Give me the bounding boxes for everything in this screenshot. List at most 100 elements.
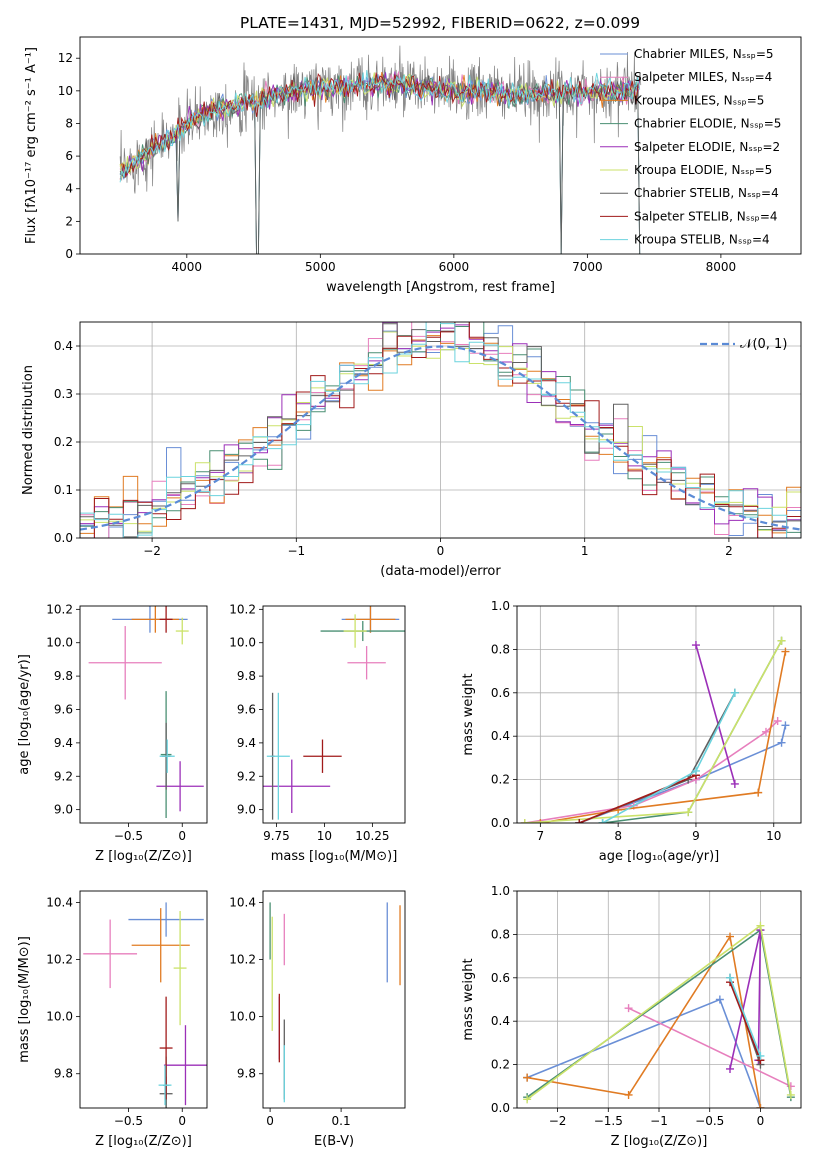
- plot-area: [520, 636, 790, 823]
- weight-point-marker: [691, 766, 700, 775]
- y-tick-label: 1.0: [491, 884, 510, 898]
- weight-point-marker: [536, 819, 545, 823]
- y-tick-label: 2: [65, 214, 73, 228]
- y-tick-label: 0.2: [491, 1058, 510, 1072]
- y-tick-label: 10.4: [46, 895, 73, 909]
- x-tick-label: 2: [725, 544, 733, 558]
- weight-point-marker: [624, 1004, 633, 1013]
- y-tick-label: 0.1: [54, 483, 73, 497]
- x-tick-label: 9.75: [263, 829, 290, 843]
- legend-entry: Chabrier ELODIE, Nₛₛₚ=5: [634, 117, 781, 131]
- x-tick-label: −0.5: [114, 1114, 143, 1128]
- y-tick-label: 10.2: [229, 602, 256, 616]
- y-tick-label: 1.0: [491, 599, 510, 613]
- x-tick-label: 0: [266, 1114, 274, 1128]
- residual-histogram: [80, 322, 801, 538]
- plot-area: [269, 902, 401, 1103]
- x-axis-label: Z [log₁₀(Z/Z⊙)]: [611, 1134, 708, 1149]
- plot-area: [80, 322, 801, 538]
- weight-point-marker: [730, 779, 739, 788]
- y-tick-label: 0.4: [491, 1014, 510, 1028]
- panel-residuals: −2 −1 0 1 2 0.0 0.1 0.2 0.3 0.4 (data-model)/error…: [21, 321, 802, 579]
- weight-series-line: [540, 651, 787, 823]
- weight-point-marker: [575, 819, 584, 823]
- y-tick-label: 10.2: [46, 602, 73, 616]
- y-tick-label: 10.4: [229, 895, 256, 909]
- panel-ebv_vs_mass: 0 0.1 9.8 10.0 10.2 10.4 E(B-V): [229, 890, 406, 1149]
- y-tick-label: 9.4: [237, 736, 256, 750]
- weight-point-marker: [726, 1064, 734, 1073]
- y-axis-label: Normed distribution: [21, 365, 36, 495]
- x-tick-label: 5000: [305, 260, 336, 274]
- axes-frame: [79, 36, 802, 255]
- y-tick-label: 12: [58, 51, 73, 65]
- y-tick-label: 0.0: [491, 1101, 510, 1115]
- plot-area: [119, 45, 642, 254]
- legend-entry: Chabrier STELIB, Nₛₛₚ=4: [634, 186, 779, 200]
- y-axis-label: age [log₁₀(age/yr)]: [17, 654, 32, 775]
- y-axis-label: mass weight: [461, 673, 476, 755]
- x-axis-label: age [log₁₀(age/yr)]: [599, 849, 720, 864]
- y-tick-label: 0.3: [54, 387, 73, 401]
- x-tick-label: 7: [537, 829, 545, 843]
- weight-point-marker: [756, 921, 765, 930]
- weight-point-marker: [756, 1104, 765, 1108]
- x-tick-label: −2: [143, 544, 161, 558]
- x-axis-label: (data-model)/error: [380, 564, 501, 579]
- y-tick-label: 9.6: [237, 702, 256, 716]
- panel-Z_vs_age: −0.5 0 9.0 9.2 9.4 9.6 9.8 10.0 10.2 Z [log₁₀(Z/Z…: [17, 602, 208, 864]
- y-tick-label: 8: [65, 116, 73, 130]
- weight-point-marker: [786, 1090, 795, 1099]
- y-tick-label: 0.8: [491, 642, 510, 656]
- y-tick-label: 9.8: [237, 1067, 256, 1081]
- plot-area: [263, 606, 405, 820]
- model-spectrum-line: [119, 71, 641, 178]
- weight-point-marker: [761, 727, 770, 736]
- y-tick-label: 10.2: [46, 953, 73, 967]
- y-tick-label: 6: [65, 149, 73, 163]
- weight-point-marker: [773, 717, 782, 726]
- weight-series-line: [526, 934, 762, 1108]
- y-tick-label: 0.8: [491, 927, 510, 941]
- plot-area: [88, 606, 204, 818]
- x-axis-label: E(B-V): [314, 1134, 354, 1149]
- x-tick-label: −1.5: [594, 1114, 623, 1128]
- x-tick-label: 4000: [172, 260, 203, 274]
- weight-series-line: [578, 692, 736, 823]
- x-tick-label: 7000: [572, 260, 603, 274]
- x-tick-label: −1: [650, 1114, 668, 1128]
- y-tick-label: 0.2: [54, 435, 73, 449]
- x-tick-label: 0: [437, 544, 445, 558]
- weight-point-marker: [756, 1051, 765, 1060]
- legend-entry: Kroupa ELODIE, Nₛₛₚ=5: [634, 163, 772, 177]
- y-tick-label: 10.0: [46, 636, 73, 650]
- x-tick-label: 0: [178, 829, 186, 843]
- weight-series-line: [578, 774, 697, 823]
- panel-Z_vs_mass: −0.5 0 9.8 10.0 10.2 10.4 Z [log₁₀(Z/Z⊙)] mass …: [17, 890, 208, 1149]
- y-tick-label: 9.8: [54, 669, 73, 683]
- weight-point-marker: [598, 819, 607, 823]
- x-tick-label: 1: [581, 544, 589, 558]
- x-axis-label: wavelength [Angstrom, rest frame]: [326, 280, 555, 295]
- panel-spectrum: 4000 5000 6000 7000 8000 0 2 4 6 8 10 12 wavelength …: [24, 36, 802, 295]
- weight-series-line: [628, 1007, 792, 1088]
- y-tick-label: 10.0: [229, 636, 256, 650]
- y-tick-label: 9.2: [54, 769, 73, 783]
- y-tick-label: 0.2: [491, 773, 510, 787]
- x-tick-label: 9: [692, 829, 700, 843]
- normal-curve: [80, 345, 801, 531]
- y-tick-label: 4: [65, 182, 73, 196]
- x-axis-label: Z [log₁₀(Z/Z⊙)]: [95, 1134, 192, 1149]
- legend-entry: Chabrier MILES, Nₛₛₚ=5: [634, 47, 774, 61]
- x-tick-label: −0.5: [114, 829, 143, 843]
- weight-point-marker: [624, 1090, 633, 1099]
- weight-point-marker: [777, 738, 786, 747]
- x-tick-label: −1: [287, 544, 305, 558]
- model-spectrum-line: [119, 72, 641, 180]
- y-tick-label: 0.6: [491, 971, 510, 985]
- y-tick-label: 0.4: [491, 729, 510, 743]
- y-tick-label: 9.6: [54, 702, 73, 716]
- y-tick-label: 9.8: [54, 1067, 73, 1081]
- legend-entry: 𝒩(0, 1): [740, 337, 787, 352]
